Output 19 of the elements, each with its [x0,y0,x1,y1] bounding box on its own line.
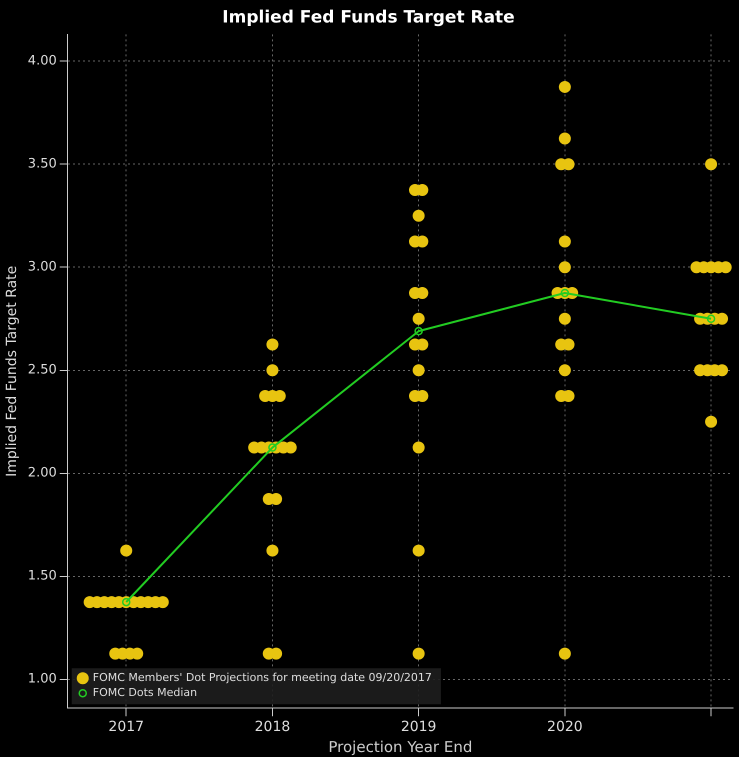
y-tick-label: 1.00 [28,672,57,687]
x-axis-title: Projection Year End [328,738,472,756]
legend-label: FOMC Members' Dot Projections for meeting date 09/20/2017 [92,671,432,684]
point [706,314,716,324]
x-tick-label: 2020 [547,719,583,736]
x-tick-label: 2017 [108,719,144,736]
y-tick-label: 2.00 [28,466,57,481]
point [414,326,423,336]
point [268,443,277,452]
y-tick-label: 2.50 [28,362,57,378]
y-tick-label: 4.00 [28,54,57,69]
x-tick-label: 2019 [400,719,436,736]
chart-title: Implied Fed Funds Target Rate [222,8,515,28]
legend-label: FOMC Dots Median [92,686,198,700]
x-tick-label: 2018 [254,719,290,736]
y-tick-label: 3.50 [28,156,57,172]
y-axis-title: Implied Fed Funds Target Rate [4,266,20,477]
y-tick-label: 1.50 [28,568,57,584]
y-tick-label: 3.00 [28,260,57,275]
